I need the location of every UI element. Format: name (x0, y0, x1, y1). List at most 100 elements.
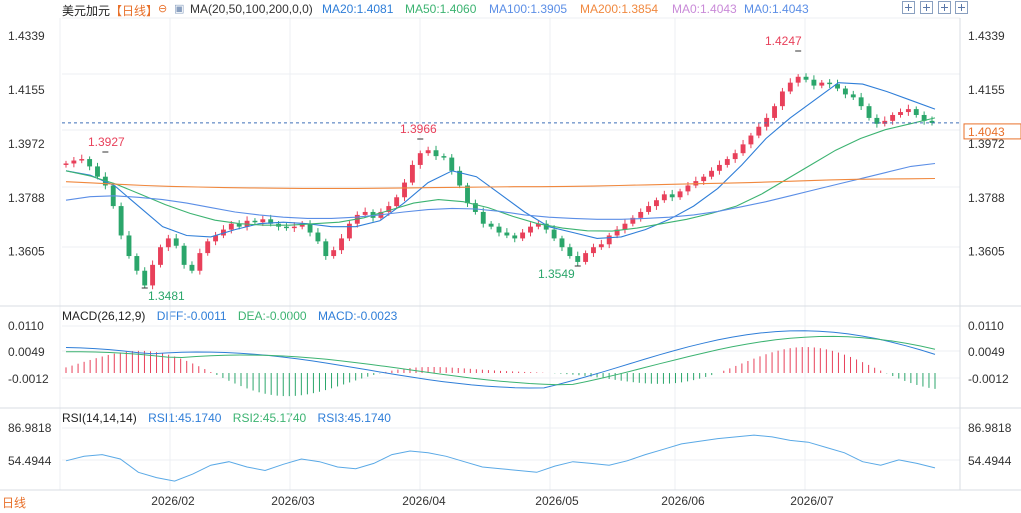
candle (528, 226, 533, 233)
candle (299, 223, 305, 227)
price-axis-right-3: 1.3788 (968, 191, 1005, 205)
candle (165, 238, 171, 248)
fullscreen-icon[interactable] (955, 1, 968, 14)
rsi-legend: RSI(14,14,14) RSI1:45.1740 RSI2:45.1740 … (62, 411, 399, 425)
rsi1-value: RSI1:45.1740 (148, 411, 222, 425)
zoom-out-icon[interactable] (920, 1, 933, 14)
candle (480, 211, 486, 224)
candle (866, 106, 872, 118)
candle (622, 223, 628, 230)
macd-axis-right-0: 0.0110 (968, 319, 1004, 333)
candle (701, 176, 707, 182)
candle (307, 223, 313, 233)
candle (890, 114, 896, 121)
macd-title: MACD(26,12,9) (62, 309, 146, 323)
candle (409, 164, 415, 183)
candle (134, 256, 140, 271)
candle (291, 226, 297, 229)
candle (819, 82, 825, 86)
rsi-axis-right-1: 54.4944 (968, 454, 1012, 468)
candle (95, 166, 100, 177)
candle (654, 200, 659, 207)
extreme-label-3: 1.3481 (148, 289, 185, 303)
candle (606, 235, 612, 245)
candle (646, 206, 652, 212)
settings-icon[interactable]: ⊖ (158, 3, 168, 15)
candle (724, 159, 730, 165)
ma-value-ma20: MA20:1.4081 (322, 2, 394, 16)
price-axis-left-2: 1.3972 (8, 137, 45, 151)
candle (551, 229, 557, 239)
candle (118, 206, 124, 236)
price-axis-right-0: 1.4339 (968, 29, 1005, 43)
candle (764, 117, 770, 127)
candle (173, 238, 179, 246)
candle (905, 109, 911, 113)
ma20-line (65, 82, 936, 239)
candle (732, 153, 738, 160)
candle (417, 153, 423, 165)
period-label[interactable]: 【日线】 (110, 4, 159, 18)
price-axis-left-0: 1.4339 (8, 29, 45, 43)
candle (386, 206, 392, 212)
candle (827, 82, 833, 85)
candle (803, 76, 809, 80)
price-axis-left-3: 1.3788 (8, 191, 45, 205)
candle (504, 232, 510, 236)
layout-icon[interactable] (938, 1, 951, 14)
macd-diff-line (65, 330, 936, 389)
candle (630, 217, 636, 224)
rsi-title: RSI(14,14,14) (62, 411, 137, 425)
indicator-icon[interactable]: ▣ (174, 3, 185, 15)
extreme-label-0: 1.3927 (88, 135, 125, 149)
date-axis-label-1: 2026/03 (271, 494, 315, 508)
date-axis-label-5: 2026/07 (790, 494, 834, 508)
chart-header: 美元加元 【日线】 ⊖ ▣ MA(20,50,100,200,0,0) MA20… (0, 0, 1021, 18)
date-axis-label-2: 2026/04 (402, 494, 446, 508)
candle (520, 232, 526, 239)
candle (433, 150, 439, 157)
ma-value-ma50: MA50:1.4060 (405, 2, 477, 16)
candle (79, 159, 85, 161)
candle (567, 247, 573, 257)
zoom-in-icon[interactable] (902, 1, 915, 14)
candle (543, 223, 549, 230)
candle (787, 82, 793, 92)
candle (205, 241, 211, 254)
candle (126, 235, 132, 257)
candle (685, 185, 691, 192)
candle (441, 156, 447, 158)
candle (535, 223, 541, 227)
macd-axis-right-1: 0.0049 (968, 345, 1005, 359)
candle (740, 144, 746, 154)
candle (575, 256, 581, 262)
candle (228, 223, 234, 230)
candle (795, 76, 801, 83)
rsi2-value: RSI2:45.1740 (232, 411, 307, 425)
price-axis-right-2: 1.3972 (968, 137, 1005, 151)
candle (213, 235, 219, 242)
candle (913, 109, 919, 115)
macd-legend: MACD(26,12,9) DIFF:-0.0011 DEA:-0.0000 M… (62, 309, 405, 323)
candle (772, 106, 777, 118)
price-axis-right-1: 1.4155 (968, 83, 1005, 97)
candle (921, 114, 927, 121)
candle (252, 220, 258, 223)
candle (598, 244, 604, 248)
period-button[interactable]: 日线 (2, 496, 27, 510)
date-axis-label-4: 2026/06 (661, 494, 705, 508)
candle (591, 247, 596, 254)
symbol-title: 美元加元 (62, 4, 111, 18)
candle (394, 197, 400, 207)
price-axis-right-4: 1.3605 (968, 245, 1005, 259)
price-axis-left-1: 1.4155 (8, 83, 45, 97)
macd-axis-left-1: 0.0049 (8, 345, 45, 359)
candle (339, 238, 344, 251)
candle (842, 88, 848, 95)
extreme-label-1: 1.3966 (400, 122, 437, 136)
rsi-axis-left-1: 54.4944 (8, 454, 52, 468)
macd-axis-left-2: -0.0012 (8, 372, 49, 386)
extreme-label-4: 1.3549 (538, 267, 575, 281)
